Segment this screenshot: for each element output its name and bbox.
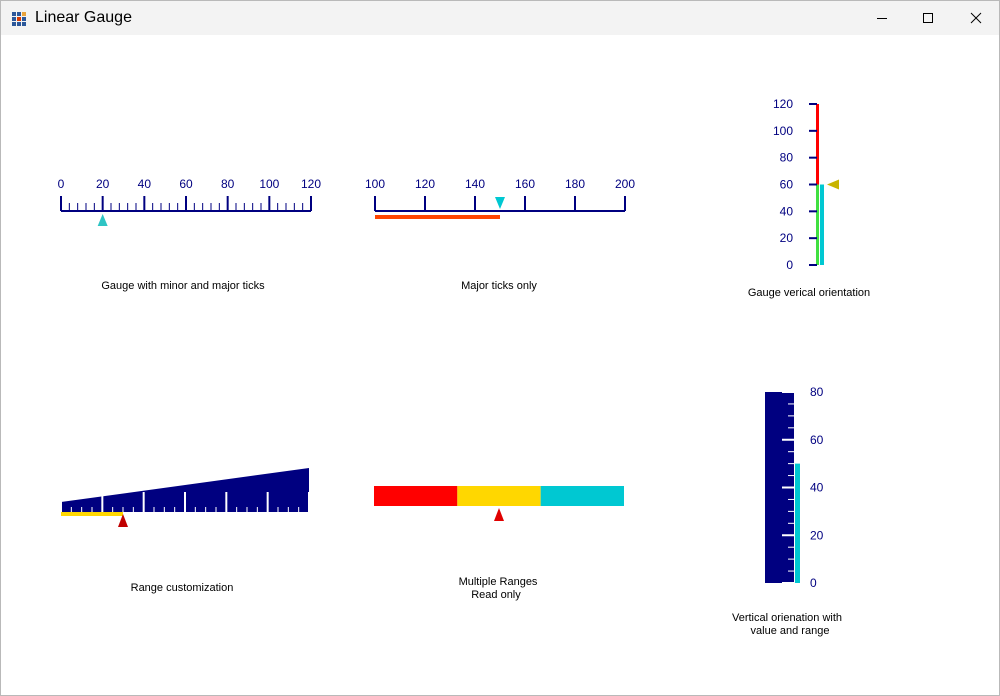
caption-vertical-value-line1: Vertical orienation with <box>732 612 842 624</box>
gauge-minor-major[interactable]: 0 20 40 60 80 100 120 <box>58 177 322 226</box>
caption-vertical-value-line2: value and range <box>751 625 830 637</box>
caption-major-only: Major ticks only <box>461 280 537 292</box>
caption-multiple-ranges-line1: Multiple Ranges <box>459 576 538 588</box>
tick-label: 0 <box>786 258 793 272</box>
gauge-multiple-ranges <box>374 486 624 521</box>
tick-label: 120 <box>301 177 321 191</box>
value-bar <box>820 184 824 265</box>
gauges-canvas: 0 20 40 60 80 100 120 Gauge with minor and maj… <box>58 97 870 637</box>
close-icon <box>970 12 982 24</box>
gauge-range-customization[interactable] <box>60 468 310 527</box>
range-segment <box>457 486 541 506</box>
tick-label: 20 <box>810 528 824 542</box>
caption-vertical: Gauge verical orientation <box>748 287 870 299</box>
maximize-button[interactable] <box>905 1 951 35</box>
caption-minor-major: Gauge with minor and major ticks <box>101 280 265 292</box>
range-segment <box>540 486 624 506</box>
tick-label: 140 <box>465 177 485 191</box>
client-area: 0 20 40 60 80 100 120 Gauge with minor and maj… <box>1 35 999 695</box>
value-pointer <box>118 514 128 527</box>
tick-label: 60 <box>179 177 193 191</box>
tick-label: 100 <box>773 124 793 138</box>
title-bar[interactable]: Linear Gauge <box>1 1 999 35</box>
tick-label: 60 <box>780 178 794 192</box>
gauge-vertical-value-range[interactable]: 0 20 40 60 80 <box>765 385 824 590</box>
tick-label: 0 <box>58 177 65 191</box>
tick-label: 120 <box>415 177 435 191</box>
value-pointer <box>97 214 108 226</box>
range-segment <box>816 184 819 265</box>
maximize-icon <box>923 13 933 23</box>
tick-label: 200 <box>615 177 635 191</box>
tick-label: 60 <box>810 433 824 447</box>
tick-label: 20 <box>780 231 794 245</box>
tick-label: 40 <box>138 177 152 191</box>
tick-label: 100 <box>365 177 385 191</box>
tick-label: 80 <box>810 385 824 399</box>
range-segment <box>816 104 819 185</box>
caption-range-customization: Range customization <box>131 582 234 594</box>
value-bar <box>795 463 800 583</box>
gauge-vertical[interactable]: 0 20 40 60 80 100 120 <box>773 97 839 272</box>
range-segment <box>374 486 458 506</box>
value-pointer <box>494 508 504 521</box>
window-title: Linear Gauge <box>35 9 132 26</box>
range-wedge <box>61 468 309 512</box>
value-pointer <box>827 179 839 190</box>
tick-label: 80 <box>780 151 794 165</box>
tick-label: 120 <box>773 97 793 111</box>
minimize-button[interactable] <box>859 1 905 35</box>
tick-label: 20 <box>96 177 110 191</box>
minimize-icon <box>877 18 887 19</box>
grid-app-icon <box>12 12 26 26</box>
caption-multiple-ranges-line2: Read only <box>471 589 521 601</box>
close-button[interactable] <box>953 1 999 35</box>
tick-label: 80 <box>221 177 235 191</box>
tick-label: 180 <box>565 177 585 191</box>
value-pointer <box>495 197 505 209</box>
tick-label: 0 <box>810 576 817 590</box>
range-bar <box>375 215 500 219</box>
tick-label: 40 <box>780 204 794 218</box>
tick-label: 40 <box>810 481 824 495</box>
tick-label: 100 <box>259 177 279 191</box>
tick-label: 160 <box>515 177 535 191</box>
gauge-major-only[interactable]: 100 120 140 160 180 200 <box>365 177 635 219</box>
range-bar <box>61 512 123 516</box>
